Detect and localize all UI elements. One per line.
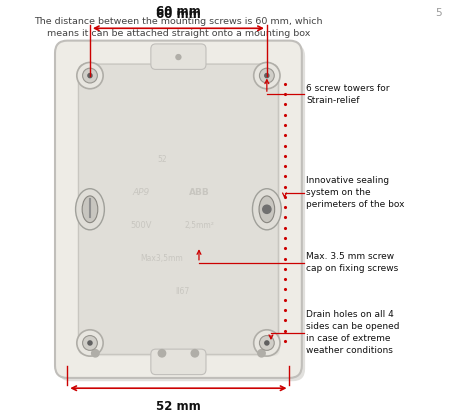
Circle shape	[258, 349, 265, 357]
FancyBboxPatch shape	[79, 64, 278, 354]
Circle shape	[254, 63, 280, 89]
Circle shape	[90, 73, 98, 82]
Circle shape	[259, 73, 267, 82]
Text: Drain holes on all 4
sides can be opened
in case of extreme
weather conditions: Drain holes on all 4 sides can be opened…	[306, 310, 400, 355]
Text: Innovative sealing
system on the
perimeters of the box: Innovative sealing system on the perimet…	[306, 176, 404, 209]
Text: 60 mm: 60 mm	[156, 5, 201, 18]
Circle shape	[158, 349, 165, 357]
Circle shape	[261, 339, 264, 342]
FancyBboxPatch shape	[151, 349, 206, 374]
Circle shape	[88, 341, 92, 345]
Ellipse shape	[82, 196, 98, 223]
Text: II67: II67	[175, 287, 190, 296]
Text: 5: 5	[435, 8, 442, 18]
Text: 2,5mm²: 2,5mm²	[184, 221, 214, 230]
Circle shape	[88, 73, 92, 78]
Circle shape	[261, 76, 264, 79]
Circle shape	[191, 349, 199, 357]
FancyBboxPatch shape	[58, 44, 305, 381]
Circle shape	[263, 205, 271, 214]
Text: 6 screw towers for
Strain-relief: 6 screw towers for Strain-relief	[306, 83, 390, 105]
Circle shape	[82, 68, 97, 83]
Circle shape	[254, 330, 280, 356]
Circle shape	[77, 330, 103, 356]
Text: Max. 3.5 mm screw
cap on fixing screws: Max. 3.5 mm screw cap on fixing screws	[306, 252, 398, 273]
Circle shape	[265, 341, 269, 345]
Text: 52 mm: 52 mm	[156, 400, 201, 413]
Ellipse shape	[75, 189, 104, 230]
FancyBboxPatch shape	[80, 66, 280, 356]
Text: 52: 52	[157, 156, 167, 164]
FancyBboxPatch shape	[55, 40, 302, 378]
Text: 60 mm: 60 mm	[156, 8, 201, 21]
Ellipse shape	[253, 189, 281, 230]
Text: Max3,5mm: Max3,5mm	[141, 254, 183, 263]
Circle shape	[259, 68, 274, 83]
Circle shape	[259, 336, 274, 350]
Circle shape	[265, 73, 269, 78]
Circle shape	[176, 55, 181, 60]
Text: The distance between the mounting screws is 60 mm, which
means it can be attache: The distance between the mounting screws…	[34, 17, 323, 38]
Circle shape	[90, 337, 98, 345]
Circle shape	[92, 339, 96, 342]
Text: 500V: 500V	[131, 221, 152, 230]
Circle shape	[259, 337, 267, 345]
Text: ABB: ABB	[189, 188, 210, 197]
Circle shape	[92, 76, 96, 79]
Circle shape	[77, 63, 103, 89]
FancyBboxPatch shape	[151, 44, 206, 69]
Circle shape	[91, 349, 99, 357]
Text: AP9: AP9	[133, 188, 150, 197]
Circle shape	[82, 336, 97, 350]
Ellipse shape	[259, 196, 274, 223]
